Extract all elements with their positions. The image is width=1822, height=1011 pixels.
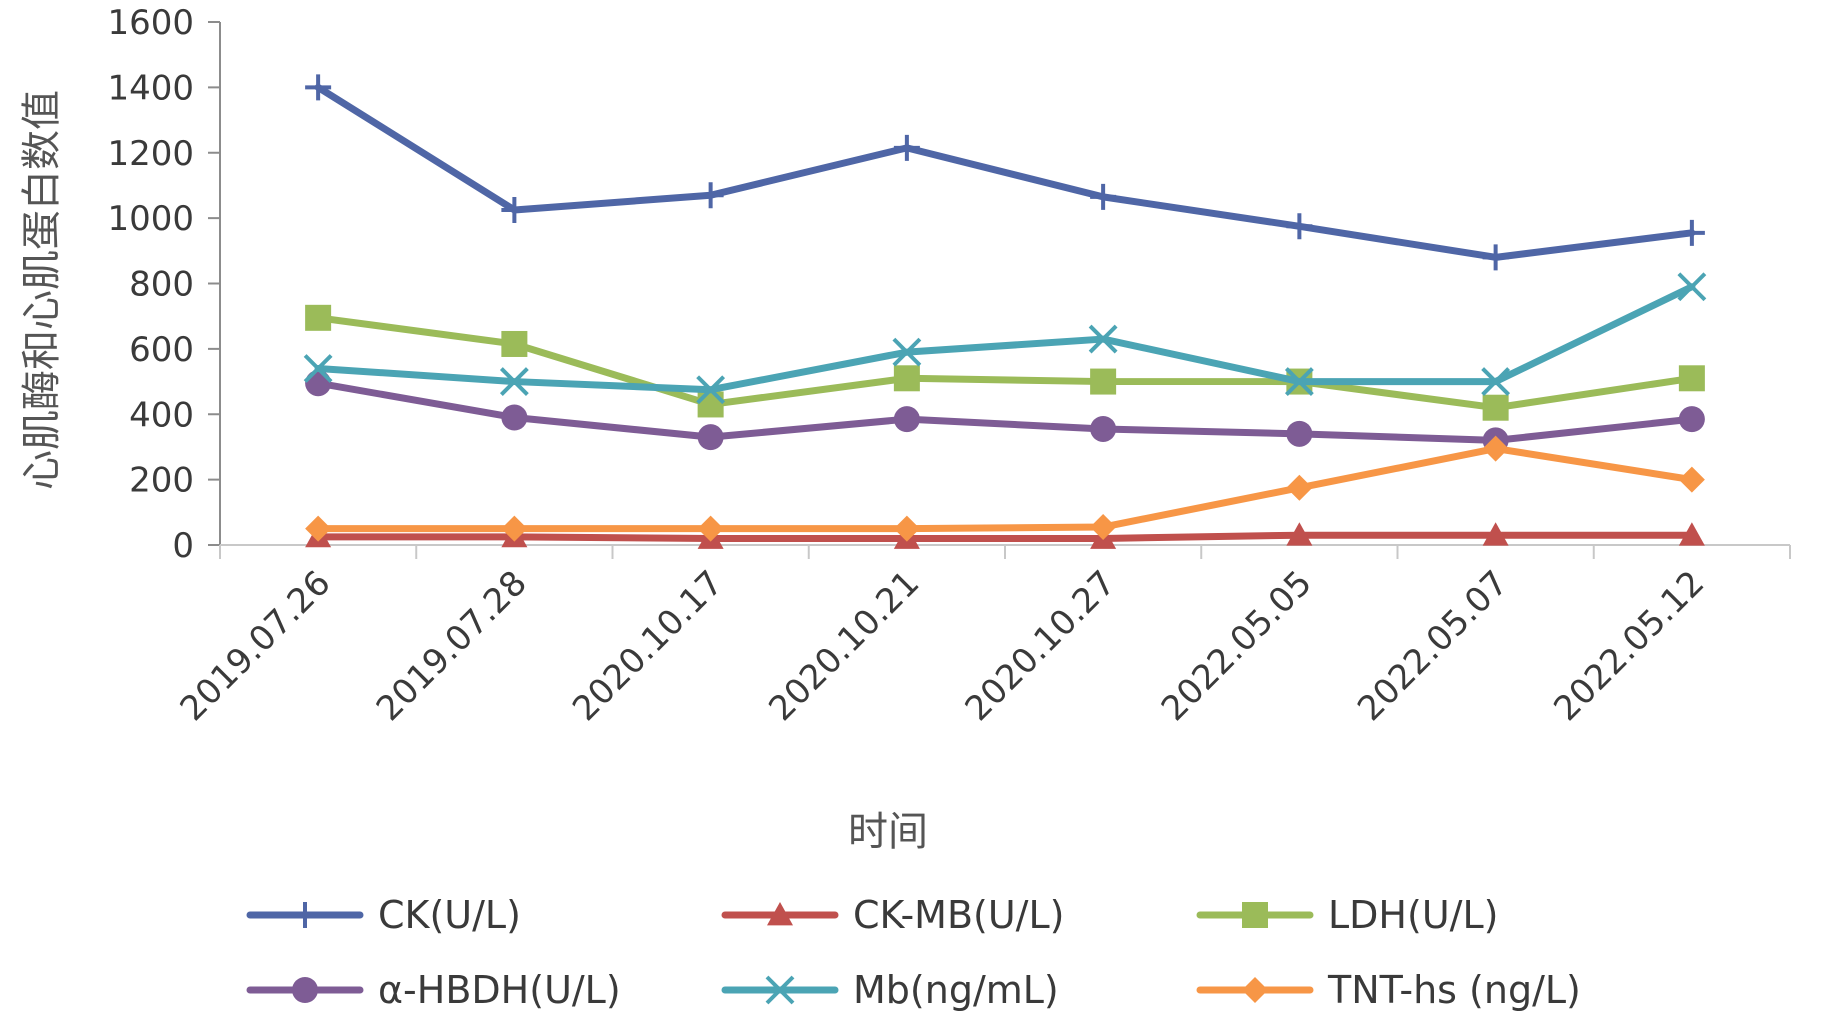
data-point	[1677, 272, 1707, 302]
legend-label: CK-MB(U/L)	[853, 893, 1064, 937]
data-point	[1678, 365, 1705, 392]
legend-label: LDH(U/L)	[1328, 893, 1498, 937]
series-line	[314, 379, 1696, 444]
x-tick-label: 2022.05.07	[1350, 563, 1516, 729]
legend-label: CK(U/L)	[378, 893, 521, 937]
data-point	[1090, 415, 1117, 442]
series-ldh-u-l-	[305, 304, 1705, 421]
data-point	[1481, 367, 1511, 396]
legend-marker	[1242, 902, 1268, 928]
data-point	[1088, 324, 1118, 354]
data-point	[501, 515, 528, 542]
legend-label: α-HBDH(U/L)	[378, 968, 621, 1011]
series-tnt-hs-ng-l-	[305, 435, 1705, 542]
y-axis-title: 心肌酶和心肌蛋白数值	[19, 90, 65, 490]
legend-item: Mb(ng/mL)	[721, 968, 1059, 1011]
y-tick-label: 1600	[107, 3, 194, 43]
data-point	[305, 515, 332, 542]
x-tick-label: 2020.10.21	[761, 563, 927, 729]
data-point	[501, 330, 528, 357]
data-point	[1482, 435, 1509, 462]
data-point	[1284, 367, 1314, 396]
data-point	[1286, 213, 1313, 240]
y-tick-label: 1400	[107, 68, 194, 108]
legend-label: TNT-hs (ng/L)	[1327, 968, 1581, 1011]
data-point	[1678, 466, 1705, 493]
data-point	[1286, 474, 1313, 501]
data-point	[1678, 406, 1705, 433]
data-point	[1090, 368, 1117, 395]
data-point	[697, 391, 724, 418]
data-point	[1286, 420, 1313, 447]
data-point	[1286, 522, 1313, 546]
data-point	[501, 196, 528, 223]
series-ck-u-l-	[305, 74, 1705, 271]
x-tick-label: 2020.10.27	[958, 563, 1124, 729]
data-point	[305, 74, 332, 101]
y-tick-label: 800	[129, 265, 194, 305]
data-point	[501, 404, 528, 431]
data-point	[1482, 244, 1509, 271]
legend-item: CK-MB(U/L)	[721, 893, 1064, 937]
data-point	[1678, 219, 1705, 246]
data-point	[696, 375, 726, 405]
x-tick-label: 2019.07.26	[173, 563, 339, 729]
series-line	[314, 283, 1696, 394]
data-point	[892, 337, 922, 367]
data-point	[1090, 514, 1117, 541]
y-tick-label: 1200	[107, 134, 194, 174]
legend-marker	[1242, 977, 1268, 1003]
data-point	[1678, 522, 1705, 546]
legend-marker	[767, 902, 793, 926]
data-point	[303, 354, 333, 383]
x-axis-title: 时间	[848, 809, 928, 855]
data-point	[499, 367, 529, 396]
data-point	[1482, 394, 1509, 421]
series-line	[314, 83, 1696, 261]
data-point	[1090, 183, 1117, 210]
x-tick-label: 2022.05.05	[1154, 563, 1320, 729]
data-point	[697, 424, 724, 451]
legend-item: LDH(U/L)	[1196, 893, 1498, 937]
legend-marker	[292, 902, 318, 928]
legend-marker	[292, 977, 318, 1003]
legend-item: α-HBDH(U/L)	[246, 968, 621, 1011]
series-line	[314, 445, 1696, 533]
data-point	[305, 304, 332, 331]
data-point	[1482, 522, 1509, 546]
x-tick-label: 2022.05.12	[1546, 563, 1712, 729]
legend-item: TNT-hs (ng/L)	[1196, 968, 1581, 1011]
data-point	[697, 182, 724, 209]
data-point	[697, 515, 724, 542]
data-point	[305, 370, 332, 397]
y-tick-label: 1000	[107, 199, 194, 239]
y-tick-label: 200	[129, 461, 194, 501]
legend-label: Mb(ng/mL)	[853, 968, 1059, 1011]
data-point	[893, 515, 920, 542]
series-line	[314, 314, 1696, 412]
y-tick-label: 0	[172, 526, 194, 566]
series-line	[314, 531, 1696, 542]
series-mb-ng-ml-	[303, 272, 1707, 405]
y-tick-label: 600	[129, 330, 194, 370]
legend-marker	[765, 975, 795, 1005]
data-point	[893, 134, 920, 161]
data-point	[893, 406, 920, 433]
x-tick-label: 2020.10.17	[565, 563, 731, 729]
x-tick-label: 2019.07.28	[369, 563, 535, 729]
y-tick-label: 400	[129, 395, 194, 435]
legend-item: CK(U/L)	[246, 893, 521, 937]
data-point	[893, 365, 920, 392]
